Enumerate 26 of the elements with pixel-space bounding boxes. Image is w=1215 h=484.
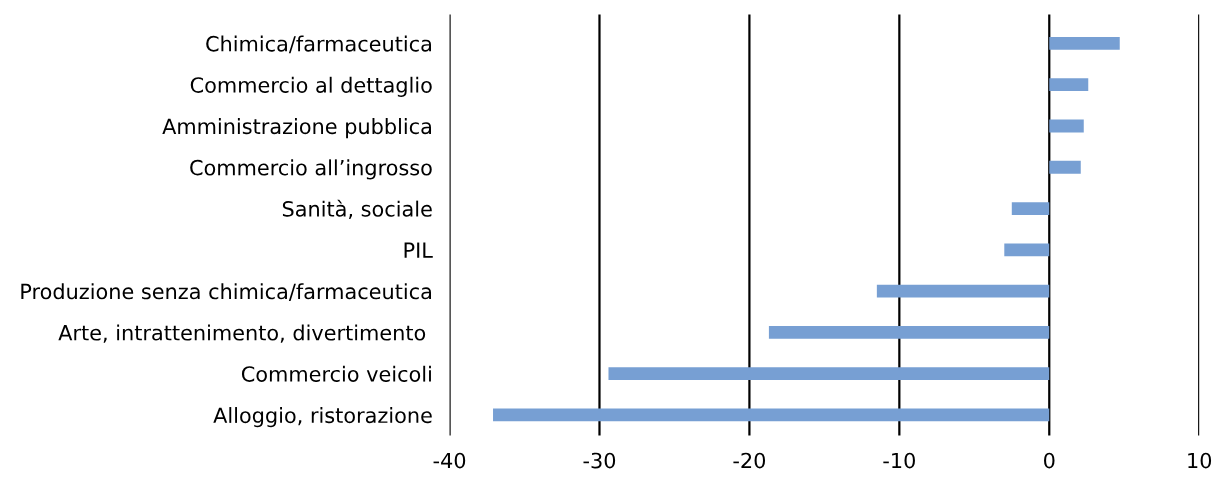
- bar: [876, 284, 1050, 298]
- x-tick-label: -30: [583, 452, 616, 469]
- y-tick-label: PIL: [404, 242, 433, 258]
- bar: [493, 408, 1050, 422]
- y-tick-label: Produzione senza chimica/farmaceutica: [21, 283, 431, 301]
- x-tick-label: -10: [883, 452, 915, 469]
- x-tick-label: 10: [1188, 452, 1212, 469]
- y-tick-label: Commercio al dettaglio: [190, 76, 432, 97]
- bar: [1004, 243, 1050, 257]
- y-tick-label: Chimica/farmaceutica: [206, 35, 431, 54]
- bar: [1049, 37, 1120, 50]
- x-tick-label: -20: [733, 452, 766, 469]
- bar: [1049, 119, 1084, 133]
- bar: [1049, 78, 1089, 92]
- x-tick-label: 0: [1044, 452, 1055, 469]
- x-tick-label: -40: [433, 452, 466, 469]
- y-tick-label: Amministrazione pubblica: [162, 118, 431, 139]
- y-tick-label: Commercio all’ingrosso: [190, 159, 432, 180]
- y-tick-label: Sanità, sociale: [282, 199, 432, 219]
- y-tick-label: Arte, intrattenimento, divertimento: [58, 324, 426, 343]
- y-tick-label: Alloggio, ristorazione: [213, 407, 432, 428]
- bar: [768, 326, 1050, 339]
- bar: [1049, 160, 1081, 174]
- bar: [608, 367, 1050, 381]
- y-tick-label: Commercio veicoli: [241, 365, 431, 382]
- bar: [1011, 202, 1050, 215]
